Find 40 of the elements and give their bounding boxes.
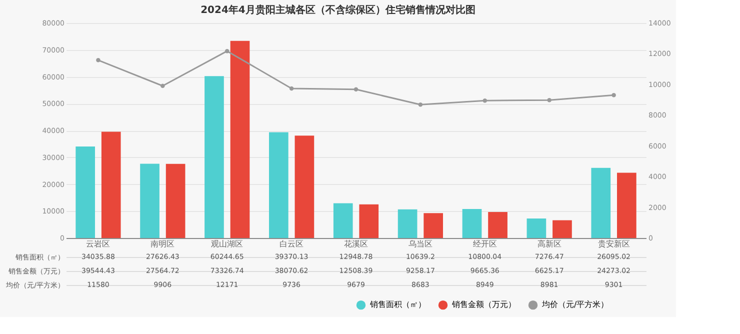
x-tick-label: 乌当区 xyxy=(408,240,432,248)
x-tick-label: 南明区 xyxy=(150,240,175,248)
bar xyxy=(294,136,314,238)
x-tick-label: 花溪区 xyxy=(344,240,368,248)
bar xyxy=(76,146,95,238)
bar xyxy=(591,168,611,238)
x-tick-label: 经开区 xyxy=(472,240,497,248)
bar xyxy=(204,76,224,238)
bar xyxy=(140,164,160,238)
bar xyxy=(166,164,186,238)
chart-title: 2024年4月贵阳主城各区（不含综保区）住宅销售情况对比图 xyxy=(200,4,476,16)
bar xyxy=(398,209,418,238)
x-tick-label: 贵安新区 xyxy=(598,240,630,248)
point xyxy=(547,98,552,102)
bar xyxy=(526,218,546,238)
bar xyxy=(359,204,379,238)
bar xyxy=(424,213,443,238)
point xyxy=(96,58,100,62)
bar xyxy=(101,132,121,238)
x-tick-label: 云岩区 xyxy=(86,240,110,248)
bar xyxy=(333,203,353,238)
point xyxy=(289,86,294,91)
bar xyxy=(269,132,288,238)
bar xyxy=(462,208,482,238)
x-tick-label: 观山湖区 xyxy=(211,240,244,248)
point xyxy=(354,87,358,92)
x-tick-label: 白云区 xyxy=(280,240,304,248)
point xyxy=(612,93,616,98)
bar xyxy=(552,220,572,238)
bar xyxy=(488,212,508,238)
point xyxy=(160,84,165,88)
bar xyxy=(230,40,250,238)
legend-label: 均价（元/平方米） xyxy=(541,300,609,310)
legend-label: 销售金额（万元） xyxy=(451,300,516,310)
x-tick-label: 高新区 xyxy=(537,240,562,248)
legend-label: 销售面积（㎡） xyxy=(369,300,426,310)
bar xyxy=(617,172,636,238)
point xyxy=(418,102,423,107)
point xyxy=(482,98,488,103)
point xyxy=(224,48,230,54)
